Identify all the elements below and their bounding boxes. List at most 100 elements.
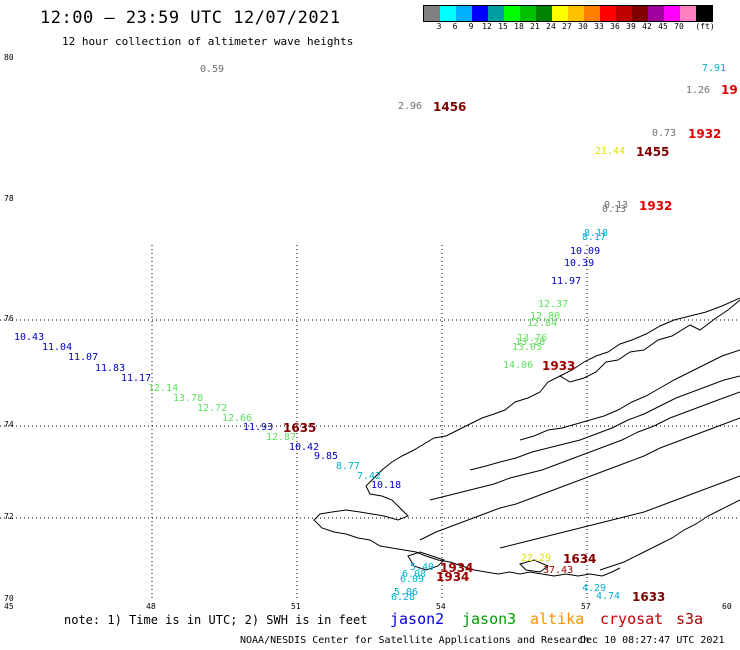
wave-height-label: 5.40 xyxy=(410,562,435,573)
wave-height-label: 9.85 xyxy=(314,451,339,462)
lat-label: 74 xyxy=(4,420,14,429)
colorbar xyxy=(423,5,713,22)
colorbar-label: 36 xyxy=(610,22,620,31)
wave-height-label: 7.42 xyxy=(357,471,382,482)
wave-height-label: 10.43 xyxy=(14,332,45,343)
colorbar-swatch xyxy=(584,6,600,21)
colorbar-label: 6 xyxy=(452,22,458,31)
colorbar-label: 21 xyxy=(530,22,540,31)
colorbar-swatch xyxy=(680,6,696,21)
colorbar-label: 30 xyxy=(578,22,588,31)
pass-time-label: 1456 xyxy=(433,100,467,114)
legend-s3a: s3a xyxy=(676,610,704,628)
wave-height-label: 0.13 xyxy=(604,200,629,211)
wave-height-label: 12.72 xyxy=(197,403,228,414)
colorbar-label: 42 xyxy=(642,22,652,31)
colorbar-label: 12 xyxy=(482,22,492,31)
colorbar-swatch xyxy=(632,6,648,21)
pass-time-label: 1934 xyxy=(436,570,470,584)
colorbar-swatch xyxy=(568,6,584,21)
wave-height-label: 7.91 xyxy=(702,63,727,74)
lon-label: 51 xyxy=(291,602,301,611)
colorbar-swatch xyxy=(456,6,472,21)
page-subtitle: 12 hour collection of altimeter wave hei… xyxy=(62,35,354,48)
lon-label: 54 xyxy=(436,602,446,611)
coastline xyxy=(313,297,740,577)
wave-height-label: 12.80 xyxy=(530,311,561,322)
colorbar-swatch xyxy=(520,6,536,21)
colorbar-swatch xyxy=(648,6,664,21)
wave-height-label: 6.08 xyxy=(402,569,427,580)
legend-jason2: jason2 xyxy=(390,610,445,628)
colorbar-swatch xyxy=(664,6,680,21)
lat-label: 80 xyxy=(4,53,14,62)
wave-height-label: 10.42 xyxy=(289,442,320,453)
lon-label: 60 xyxy=(722,602,732,611)
wave-height-label: 6.28 xyxy=(391,592,416,603)
legend-cryosat: cryosat xyxy=(600,610,664,628)
lat-label: 76 xyxy=(4,314,14,323)
page-title: 12:00 — 23:59 UTC 12/07/2021 xyxy=(40,8,341,28)
colorbar-swatch xyxy=(600,6,616,21)
graticule xyxy=(0,245,740,600)
colorbar-swatch xyxy=(552,6,568,21)
colorbar-swatch xyxy=(424,6,440,21)
lon-label: 48 xyxy=(146,602,156,611)
colorbar-label: (ft) xyxy=(695,22,715,31)
wave-height-label: 12.84 xyxy=(527,318,558,329)
wave-height-label: 10.09 xyxy=(570,246,601,257)
wave-height-label: 8.77 xyxy=(336,461,361,472)
colorbar-swatch xyxy=(616,6,632,21)
wave-height-label: 8.17 xyxy=(582,232,607,243)
pass-time-label: 19 xyxy=(721,83,738,97)
pass-time-label: 1932 xyxy=(688,127,722,141)
wave-height-label: 10.39 xyxy=(564,258,595,269)
colorbar-label: 70 xyxy=(674,22,684,31)
wave-height-label: 0.73 xyxy=(652,128,677,139)
wave-height-label: 6.09 xyxy=(400,574,425,585)
footer-note: note: 1) Time is in UTC; 2) SWH is in fe… xyxy=(64,613,368,627)
wave-height-label: 37.43 xyxy=(543,565,574,576)
pass-time-label: 1934 xyxy=(440,561,474,575)
wave-height-label: 12.87 xyxy=(266,432,297,443)
generated-timestamp: Dec 10 08:27:47 UTC 2021 xyxy=(580,635,725,646)
wave-height-label: 11.83 xyxy=(95,363,126,374)
colorbar-label: 45 xyxy=(658,22,668,31)
pass-time-label: 1932 xyxy=(639,199,673,213)
pass-time-label: 1933 xyxy=(542,359,576,373)
colorbar-swatch xyxy=(472,6,488,21)
colorbar-swatch xyxy=(696,6,712,21)
colorbar-label: 24 xyxy=(546,22,556,31)
legend-altika: altika xyxy=(530,610,585,628)
colorbar-labels: 3 6 9 12 15 18 21 24 27 30 33 36 39 42 45 70 (ft) xyxy=(423,22,740,34)
wave-height-label: 8.18 xyxy=(584,228,609,239)
pass-time-label: 1633 xyxy=(632,590,666,604)
lat-label: 78 xyxy=(4,194,14,203)
colorbar-swatch xyxy=(504,6,520,21)
lat-label: 72 xyxy=(4,512,14,521)
colorbar-label: 33 xyxy=(594,22,604,31)
colorbar-swatch xyxy=(488,6,504,21)
lat-label: 70 xyxy=(4,594,14,603)
colorbar-label: 3 xyxy=(436,22,442,31)
wave-height-label: 12.37 xyxy=(538,299,569,310)
wave-height-label: 13.05 xyxy=(512,342,543,353)
wave-height-label: 13.76 xyxy=(517,333,548,344)
wave-height-label: 4.29 xyxy=(582,583,607,594)
colorbar-swatch xyxy=(536,6,552,21)
wave-height-label: 1.26 xyxy=(686,85,711,96)
colorbar-label: 27 xyxy=(562,22,572,31)
wave-height-label: 0.59 xyxy=(200,64,225,75)
colorbar-label: 18 xyxy=(514,22,524,31)
wave-height-label: 11.93 xyxy=(243,422,274,433)
wave-height-label: 11.04 xyxy=(42,342,73,353)
colorbar-label: 15 xyxy=(498,22,508,31)
pass-time-label: 1455 xyxy=(636,145,670,159)
wave-height-label: 11.17 xyxy=(121,373,152,384)
colorbar-label: 9 xyxy=(468,22,474,31)
wave-height-label: 11.07 xyxy=(68,352,99,363)
lon-label: 57 xyxy=(581,602,591,611)
wave-height-label: 5.06 xyxy=(394,587,419,598)
colorbar-label: 39 xyxy=(626,22,636,31)
